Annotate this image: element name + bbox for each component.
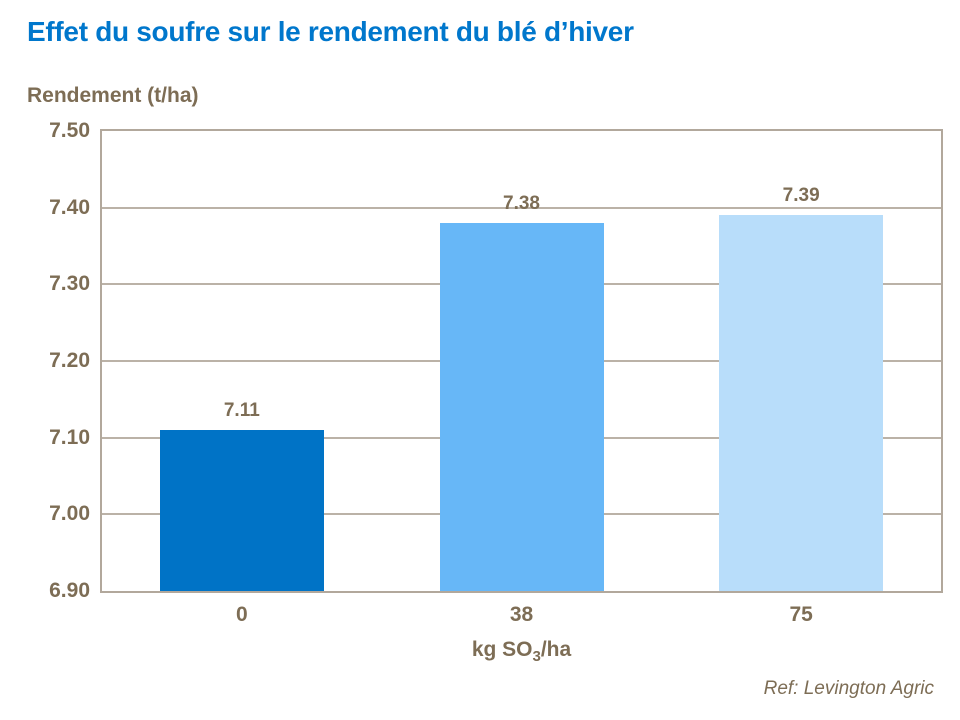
y-tick-label: 7.10 [49,425,90,449]
y-tick-label: 7.30 [49,272,90,296]
bar-value-label: 7.11 [223,400,260,421]
x-tick-label: 38 [509,603,534,626]
y-tick-label: 7.00 [49,502,90,526]
x-axis-title-subscript: 3 [532,648,541,666]
bar-75 [719,215,884,591]
x-tick-label: 75 [789,603,813,626]
y-tick-label: 7.20 [49,349,90,372]
bar-value-label: 7.38 [503,193,540,214]
y-tick-label: 6.90 [49,579,90,602]
y-tick-label: 7.40 [49,195,90,219]
bar-value-label: 7.39 [782,185,820,207]
bar-0 [159,430,324,591]
x-axis-title-suffix: /ha [540,638,572,661]
bar-38 [439,223,604,591]
chart-title: Effet du soufre sur le rendement du blé … [27,16,634,47]
reference-note: Ref: Levington Agric [763,678,934,699]
y-tick-label: 7.50 [49,119,90,142]
x-axis-title-prefix: kg SO [471,638,533,661]
y-axis-title: Rendement (t/ha) [27,84,199,107]
gridline [102,206,941,209]
x-axis-title: kg SO3/ha [102,638,941,665]
plot-area: 7.11 7.38 7.39 [100,129,943,593]
x-tick-label: 0 [235,603,248,626]
